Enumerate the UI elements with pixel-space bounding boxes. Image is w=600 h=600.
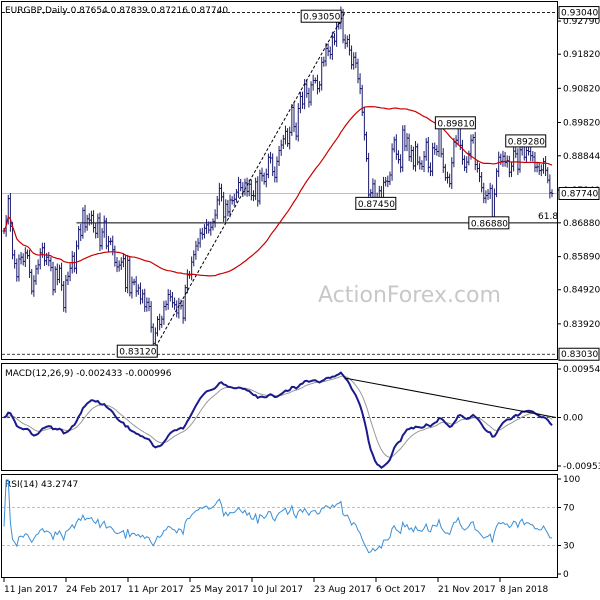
- fib-label: 61.8: [538, 212, 558, 222]
- bottom-level-label-box: [558, 347, 600, 361]
- annotation-label: 0.89810: [437, 119, 474, 129]
- watermark: ActionForex.com: [318, 283, 501, 308]
- annotation-box: [116, 344, 158, 358]
- price-tick-label: 0.90820: [563, 84, 600, 94]
- annotation-box: [355, 196, 397, 210]
- bottom-level-label: 0.83030: [561, 350, 598, 360]
- annotation-box: [300, 9, 342, 23]
- rsi-tick-label: 0: [563, 570, 569, 580]
- macd-tick-label: 0.00954: [563, 365, 600, 375]
- price-tick-label: 0.86880: [563, 219, 600, 229]
- rsi-tick-label: 70: [563, 504, 575, 514]
- x-tick-label: 25 May 2017: [190, 585, 249, 595]
- rsi-tick-label: 100: [563, 475, 580, 485]
- rsi-panel: [1, 474, 558, 578]
- price-tick-label: 0.91820: [563, 50, 600, 60]
- x-tick-label: 11 Apr 2017: [128, 585, 184, 595]
- x-tick-label: 24 Feb 2017: [66, 585, 122, 595]
- top-level-label: 0.93040: [561, 9, 598, 19]
- macd-tick-label: -0.009538: [563, 462, 600, 472]
- instrument-header: EURGBP,Daily 0.87654 0.87839 0.87216 0.8…: [5, 6, 228, 16]
- rsi-label: RSI(14) 43.2747: [5, 480, 78, 490]
- x-tick-label: 8 Jan 2018: [500, 585, 548, 595]
- macd-line: [3, 371, 553, 469]
- rsi-tick-label: 30: [563, 542, 575, 552]
- price-tick-label: 0.83920: [563, 320, 600, 330]
- price-tick-label: 0.84920: [563, 286, 600, 296]
- annotation-label: 0.93050: [303, 13, 340, 23]
- annotation-label: 0.86880: [471, 219, 508, 229]
- price-tick-label: 0.88844: [563, 152, 600, 162]
- macd-divergence-line: [345, 377, 557, 418]
- price-tick-label: 0.89820: [563, 118, 600, 128]
- x-tick-label: 23 Aug 2017: [314, 585, 372, 595]
- annotation-box: [434, 116, 476, 130]
- x-tick-label: 11 Jan 2017: [4, 585, 58, 595]
- annotation-label: 0.89280: [508, 137, 545, 147]
- price-panel: [1, 1, 558, 360]
- price-tick-label: 0.92790: [563, 17, 600, 27]
- macd-tick-label: 0.00: [563, 414, 583, 424]
- current-price-label: 0.87740: [561, 189, 598, 199]
- rsi-line: [3, 479, 553, 554]
- macd-panel: [1, 363, 558, 471]
- annotation-box: [468, 216, 510, 230]
- moving-average-line: [3, 106, 553, 277]
- x-tick-label: 6 Oct 2017: [376, 585, 426, 595]
- x-tick-label: 10 Jul 2017: [252, 585, 303, 595]
- annotation-label: 0.83120: [119, 348, 156, 358]
- price-tick-label: 0.85890: [563, 253, 600, 263]
- ohlc-bar: [550, 189, 554, 198]
- annotation-label: 0.87450: [358, 200, 395, 210]
- current-price-label-box: [558, 186, 600, 200]
- annotation-box: [505, 134, 547, 148]
- macd-label: MACD(12,26,9) -0.002433 -0.000996: [5, 369, 172, 379]
- x-tick-label: 21 Nov 2017: [438, 585, 496, 595]
- top-level-label-box: [558, 6, 600, 20]
